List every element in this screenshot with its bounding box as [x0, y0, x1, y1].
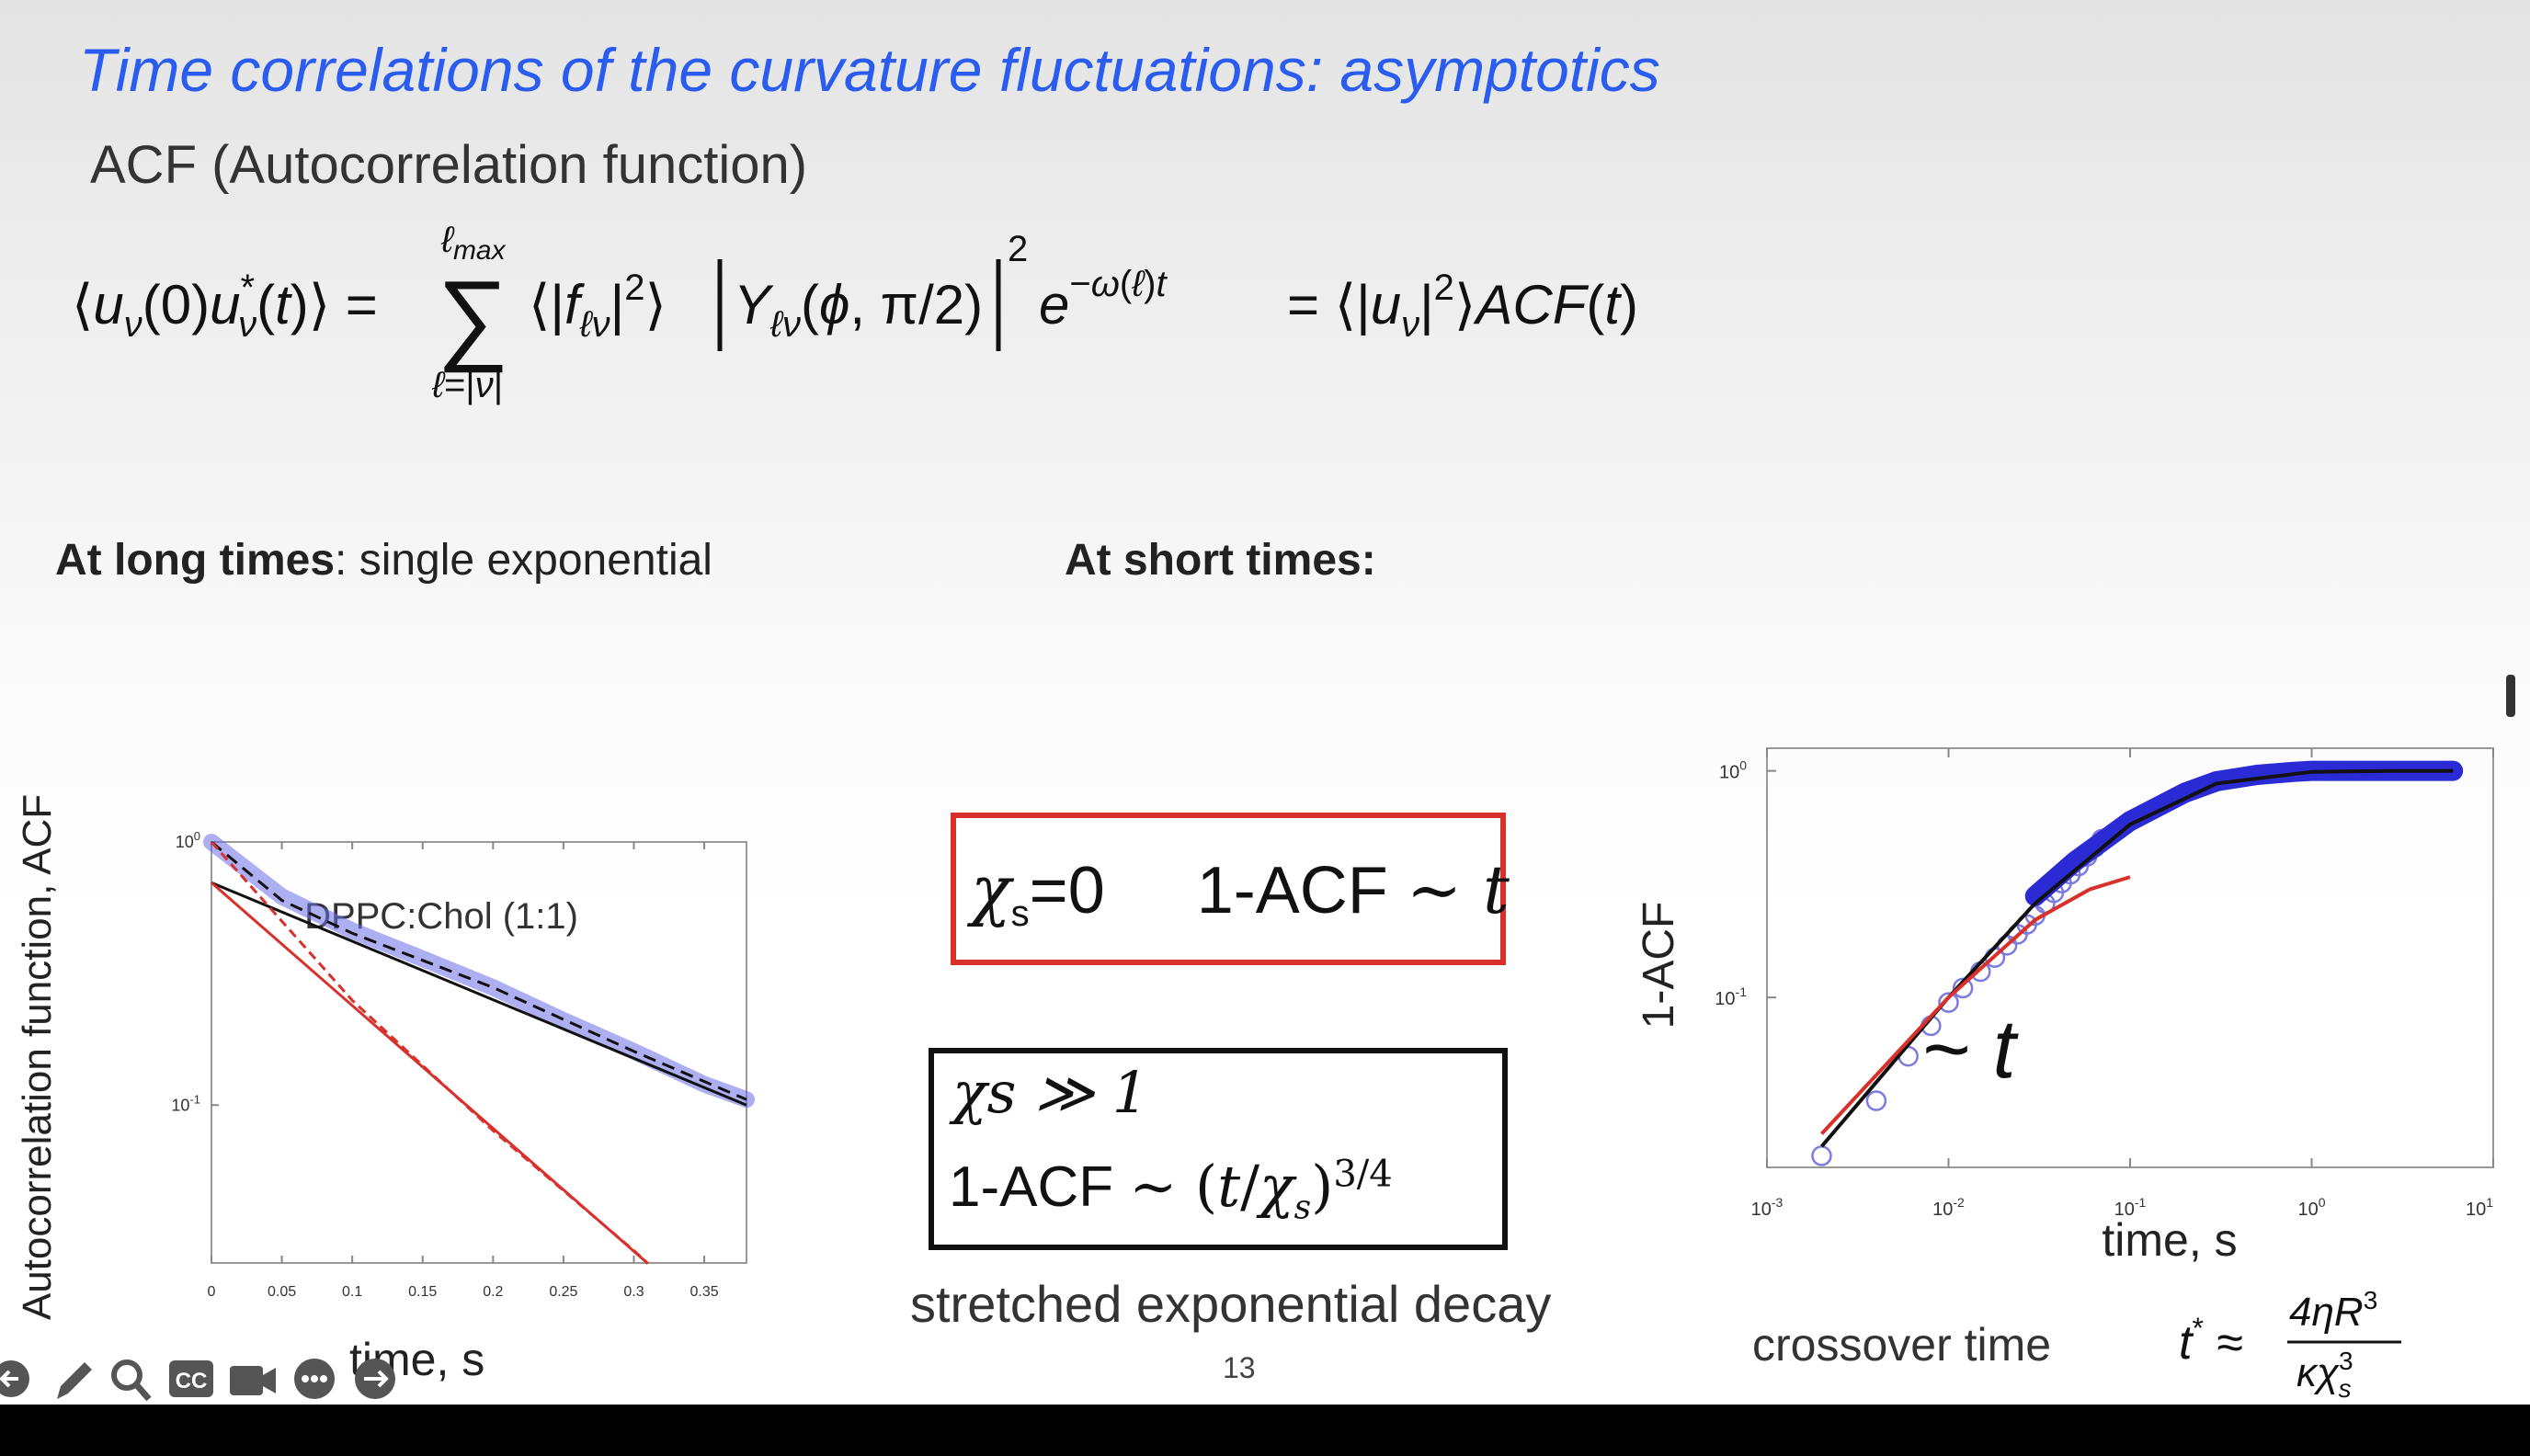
x-tick-label: 0.25 — [549, 1284, 577, 1300]
series-fit-black — [1819, 768, 2454, 1148]
series-data — [203, 834, 755, 1109]
stretched-label: stretched exponential decay — [910, 1275, 1552, 1333]
bottom-bar — [0, 1405, 2530, 1456]
data-point — [1865, 1090, 1887, 1111]
x-tick-label: 10-2 — [1932, 1195, 1965, 1220]
svg-text:4ηR3: 4ηR3 — [2289, 1286, 2377, 1335]
forward-icon[interactable] — [355, 1359, 395, 1399]
x-tick-label: 0 — [208, 1284, 216, 1300]
y-tick-label: 10-1 — [171, 1092, 200, 1114]
x-tick-label: 0.3 — [623, 1284, 644, 1300]
back-icon[interactable] — [0, 1360, 29, 1397]
series-fit-black-dashed — [211, 840, 747, 1101]
svg-text:∑: ∑ — [437, 260, 508, 373]
series-fit-black-solid — [211, 881, 747, 1107]
x-tick-label: 10-3 — [1751, 1195, 1784, 1220]
presentation-toolbar: CC — [0, 1359, 395, 1402]
x-tick-label: 0.35 — [689, 1284, 718, 1300]
series-fit-red-dashed — [210, 841, 649, 1265]
plot-frame — [211, 841, 747, 1264]
x-tick-label: 101 — [2466, 1195, 2493, 1220]
chi-large-box: χs ≫ 1 1-ACF ∼ (t/χs)3/4 — [929, 1048, 1508, 1250]
page-number: 13 — [1223, 1351, 1256, 1384]
crossover-label: crossover time — [1752, 1319, 2052, 1371]
data-point — [1811, 1145, 1832, 1166]
x-tick-label: 0.2 — [483, 1284, 503, 1300]
box1-acf-label: 1-ACF — [1196, 854, 1388, 927]
svg-text:ℓmax: ℓmax — [440, 220, 507, 266]
svg-text:ℓ=|ν|: ℓ=|ν| — [431, 365, 503, 405]
chi-large-condition: χs ≫ 1 — [952, 1059, 1149, 1126]
x-tick-label: 0.05 — [268, 1284, 296, 1300]
stretched-formula: 1-ACF ∼ (t/χs)3/4 — [949, 1153, 1393, 1227]
series-filled-blue — [2024, 760, 2464, 906]
acf-equation: ⟨uν(0)u* ν(t)⟩ = ℓmax ∑ ℓ=|ν| ⟨|fℓν|2⟩ Yℓ… — [72, 220, 1638, 405]
cc-icon[interactable]: CC — [169, 1360, 213, 1397]
svg-text:⟨uν(0)u*ν(t)⟩ =: ⟨uν(0)u* ν(t)⟩ = — [72, 267, 378, 345]
crossover-formula: t* ≈ 4ηR3 κχ3 s — [2179, 1286, 2401, 1403]
camera-icon[interactable] — [230, 1366, 276, 1395]
chi-symbol: χ — [971, 851, 1011, 928]
long-times-label: At long times: single exponential — [55, 536, 712, 585]
short-times-label: At short times: — [1065, 536, 1376, 585]
slide-title: Time correlations of the curvature fluct… — [79, 36, 1660, 104]
acf-long-time-chart: Autocorrelation function, ACF DPPC:Chol … — [15, 794, 755, 1320]
series-fit-red — [1820, 875, 2131, 1135]
x-tick-label: 0.1 — [342, 1284, 362, 1300]
svg-text:= ⟨|uν|2⟩ACF(t): = ⟨|uν|2⟩ACF(t) — [1287, 267, 1638, 345]
svg-text:⟨|fℓν|2⟩: ⟨|fℓν|2⟩ — [529, 267, 667, 345]
one-minus-acf-chart: 1-ACF time, s ~ t 10-3 10-2 10-1 100 1011001… — [1635, 747, 2494, 1266]
y-tick-label: 100 — [176, 829, 200, 851]
scrollbar-thumb[interactable] — [2506, 675, 2515, 717]
x-tick-label: 0.15 — [408, 1284, 437, 1300]
more-icon[interactable] — [294, 1359, 335, 1399]
data-point — [1952, 977, 1974, 999]
svg-text:Yℓν(ϕ, π/2): Yℓν(ϕ, π/2) — [734, 274, 983, 345]
search-icon[interactable] — [111, 1359, 152, 1402]
y-axis-label: 1-ACF — [1635, 902, 1683, 1029]
y-tick-label: 100 — [1719, 758, 1747, 783]
series-fit-red-solid — [211, 882, 649, 1265]
chi-zero-box: χs=0 1-ACF ∼ t — [951, 813, 1510, 965]
svg-text:CC: CC — [176, 1369, 208, 1393]
svg-text:e−ω(ℓ)t: e−ω(ℓ)t — [1039, 264, 1168, 336]
x-tick-label: 100 — [2297, 1195, 2325, 1220]
chi-value: =0 — [1029, 854, 1105, 927]
pen-icon[interactable] — [57, 1362, 92, 1399]
y-axis-label: Autocorrelation function, ACF — [15, 794, 60, 1320]
slide-subtitle: ACF (Autocorrelation function) — [90, 135, 808, 195]
svg-text:2: 2 — [1008, 229, 1028, 269]
y-tick-label: 10-1 — [1715, 984, 1747, 1009]
x-axis-label: time, s — [2102, 1214, 2237, 1266]
svg-text:t* ≈: t* ≈ — [2179, 1312, 2243, 1370]
data-point — [1938, 992, 1959, 1013]
